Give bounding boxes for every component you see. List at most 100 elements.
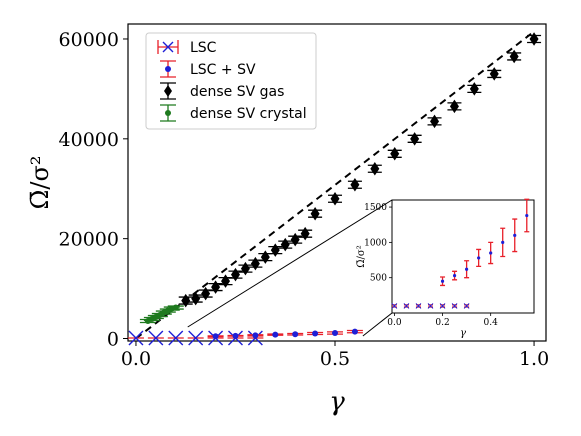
y-tick-label: 0 [107,329,119,351]
data-point [330,191,340,206]
inset-x-tick-label: 0.2 [435,318,449,328]
inset-data-point [452,273,457,278]
data-point [181,293,191,308]
legend-label: dense SV gas [190,84,284,100]
inset-series-0 [391,303,470,309]
data-point [449,99,459,114]
data-point [270,243,280,257]
legend-entry-3: dense SV crystal [160,104,307,122]
data-point [212,333,219,340]
series-3 [139,304,184,325]
inset-series-group [391,198,530,309]
inset-data-point [415,303,422,309]
data-point [292,331,299,338]
inset-x-tick-label: 0.0 [387,318,402,328]
inset-data-point [465,267,469,271]
data-point [201,286,211,301]
legend: LSC LSC + SV dense SV gas dense SV crystal [145,32,317,130]
inset-data-point [451,303,458,309]
inset-data-point [489,251,493,255]
inset-y-axis-label: Ω̄/σ² [356,245,367,268]
series-group [127,32,542,346]
legend-marker [165,110,171,116]
data-point [430,114,440,129]
legend-marker [165,66,171,72]
x-tick-label: 0.0 [121,348,151,370]
inset-data-point [501,240,505,244]
inset-x-tick-label: 0.4 [484,318,499,328]
legend-marker [162,41,174,53]
inset-zoom-connector [187,199,393,337]
y-tick-label: 20000 [59,229,119,251]
data-point [148,330,164,346]
legend-entry-1: LSC + SV [160,60,256,78]
inset-data-point [513,233,517,237]
plot-frame [127,23,547,342]
legend-entry-0: LSC [157,40,217,56]
data-point [172,304,179,311]
inset-data-point [477,256,481,260]
data-point [280,237,290,252]
inset-data-point [525,213,529,218]
data-point [390,147,400,161]
main-axis-ticks: 0.0 0.5 1.0 0 20000 40000 60000 [59,29,550,370]
x-axis-label: γ [329,387,345,417]
data-point [350,177,360,192]
y-tick-label: 60000 [59,29,119,51]
inset-data-point [440,279,445,283]
data-point [221,274,231,288]
data-point [191,291,201,306]
data-point [290,232,300,247]
legend-errbar-caps [157,40,179,54]
inset-y-tick-label: 500 [370,274,387,284]
inset-chart: 0.0 0.2 0.4 500 1000 1500 γ Ω̄/σ² [356,198,535,339]
data-point [211,280,221,294]
legend-entry-2: dense SV gas [160,82,284,100]
data-point [489,67,499,81]
inset-data-point [403,303,410,309]
x-tick-label: 0.5 [320,348,350,370]
data-point [250,256,260,271]
inset-axis-ticks: 0.0 0.2 0.4 500 1000 1500 [364,203,498,328]
inset-x-axis-label: γ [460,328,466,339]
data-point [351,328,358,335]
data-point [232,332,239,339]
series-1 [207,328,363,340]
data-point [509,49,519,64]
data-point [410,132,420,146]
legend-box [145,32,317,130]
data-point [272,331,279,338]
data-point [300,226,310,241]
y-axis-label: Ω̄/σ² [26,156,54,210]
data-point [332,330,339,337]
y-tick-label: 40000 [59,129,119,151]
inset-background [391,199,535,314]
legend-label: LSC + SV [190,62,256,78]
inset-y-tick-label: 1500 [364,203,387,213]
legend-label: LSC [190,40,217,56]
data-point [240,261,250,276]
legend-marker [164,85,172,97]
data-point [168,330,184,346]
data-point [310,206,320,221]
data-point [370,162,380,176]
data-point [260,250,270,264]
data-point [188,330,204,346]
data-point [230,267,240,282]
series-2 [178,32,542,308]
inset-data-point [427,303,434,309]
x-tick-label: 1.0 [519,348,549,370]
inset-data-point [439,303,446,309]
data-point [252,332,259,339]
inset-data-point [463,303,470,309]
inset-data-point [391,303,398,309]
series-0 [127,330,264,346]
inset-y-tick-label: 1000 [364,238,387,248]
legend-label: dense SV crystal [190,106,307,122]
data-point [529,32,539,46]
inset-series-1 [440,198,530,287]
data-point [312,330,319,337]
data-point [128,330,144,346]
data-point [469,82,479,96]
